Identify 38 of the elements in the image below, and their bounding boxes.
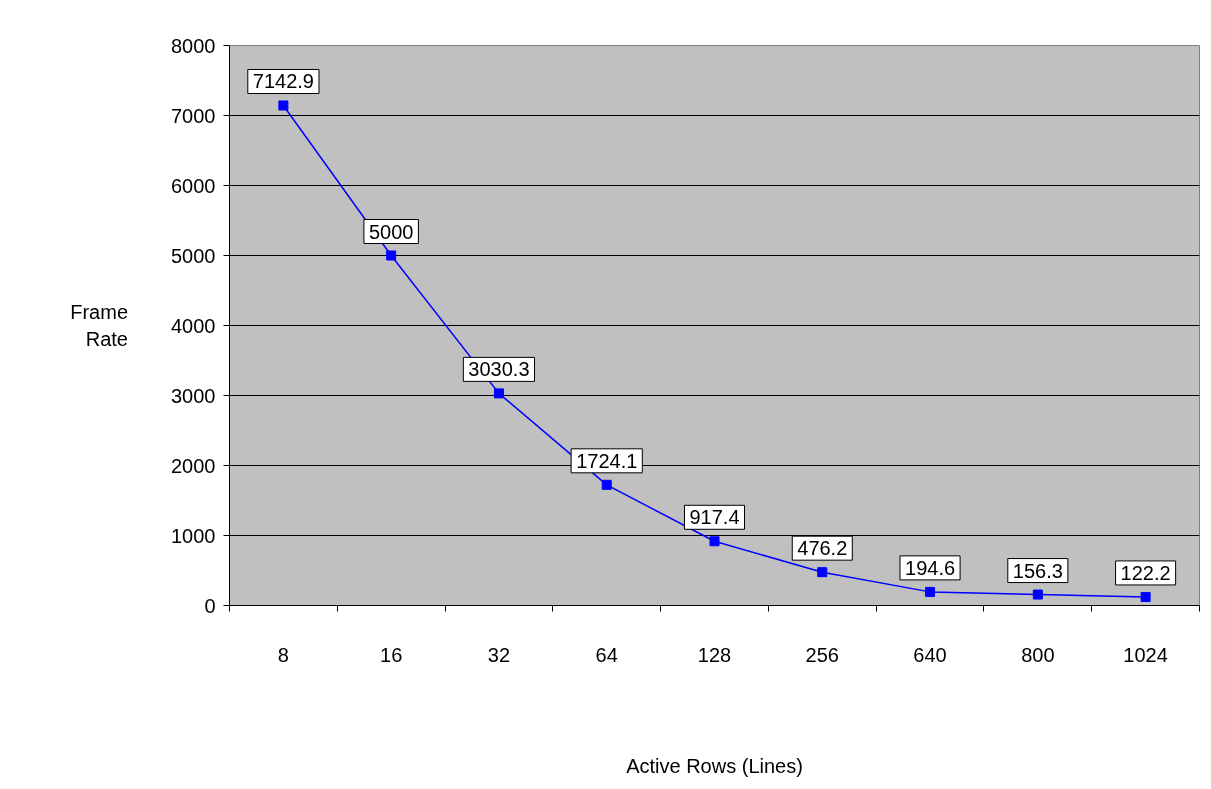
x-tick-label: 256	[805, 643, 839, 666]
point	[493, 388, 504, 399]
data-label: 1724.1	[576, 449, 638, 472]
x-tick-label: 1024	[1123, 643, 1168, 666]
x-tick-label: 32	[487, 643, 511, 666]
data-label: 3030.3	[468, 358, 530, 381]
y-tick-label: 6000	[171, 174, 216, 197]
x-tick-label: 8	[277, 643, 289, 666]
data-label: 917.4	[689, 506, 740, 529]
data-label: 156.3	[1012, 559, 1063, 582]
point	[817, 567, 828, 578]
y-tick-label: 1000	[171, 524, 216, 547]
x-tick-label: 800	[1021, 643, 1055, 666]
data-label: 476.2	[797, 537, 848, 560]
point	[386, 250, 397, 261]
x-tick-label: 16	[380, 643, 403, 666]
y-tick-label: 5000	[171, 244, 216, 267]
y-tick-label: 4000	[171, 314, 216, 337]
y-tick-label: 2000	[171, 454, 216, 477]
data-label: 7142.9	[252, 70, 314, 93]
point	[1140, 591, 1151, 602]
point	[925, 586, 936, 597]
x-tick-label: 640	[913, 643, 947, 666]
y-tick-label: 7000	[171, 104, 216, 127]
y-tick-label: 8000	[171, 34, 216, 57]
y-axis-title: Frame Rate	[70, 301, 129, 350]
point	[1032, 589, 1043, 600]
x-tick-label: 64	[595, 643, 618, 666]
data-label: 194.6	[905, 556, 956, 579]
point	[709, 536, 720, 547]
x-tick-label: 128	[697, 643, 732, 666]
data-label: 5000	[368, 220, 414, 243]
y-tick-label: 0	[204, 594, 216, 617]
data-label: 122.2	[1120, 561, 1171, 584]
point	[278, 100, 289, 111]
x-axis-title: Active Rows (Lines)	[626, 754, 803, 777]
point	[601, 479, 612, 490]
y-tick-label: 3000	[171, 384, 216, 407]
